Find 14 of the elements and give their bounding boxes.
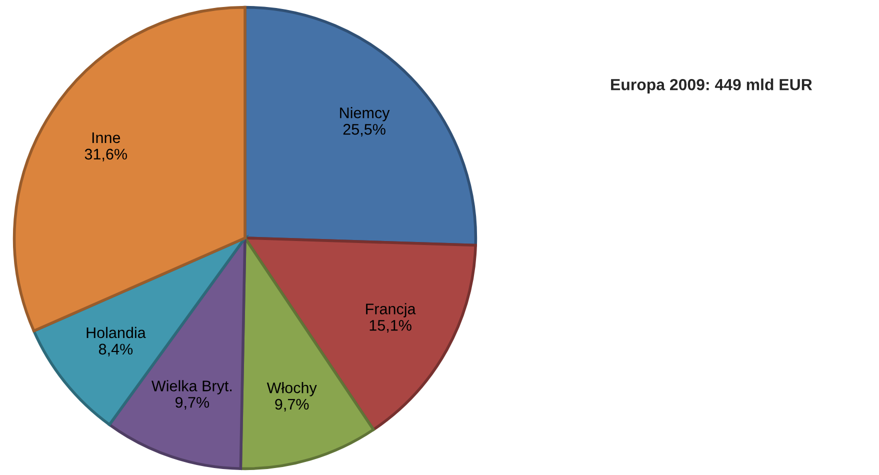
data-label: 25,5% bbox=[343, 124, 386, 137]
slice-label: Włochy bbox=[266, 382, 317, 396]
slice-label: Holandia bbox=[86, 326, 146, 338]
text: Europa 2009: 449 mld EUR bbox=[611, 78, 812, 94]
pie-slice bbox=[244, 6, 478, 247]
data-label: 9,7% bbox=[275, 398, 309, 412]
slice-label: Wielka Bryt. bbox=[152, 380, 232, 394]
data-label: 31,6% bbox=[84, 148, 128, 162]
slice-label: Niemcy bbox=[340, 107, 390, 122]
slice-label: Inne bbox=[92, 132, 120, 144]
slice-label: Francja bbox=[366, 303, 416, 318]
data-label: 8,4% bbox=[98, 344, 133, 356]
data-label: 9,7% bbox=[175, 396, 210, 410]
data-label: 15,1% bbox=[370, 320, 412, 333]
